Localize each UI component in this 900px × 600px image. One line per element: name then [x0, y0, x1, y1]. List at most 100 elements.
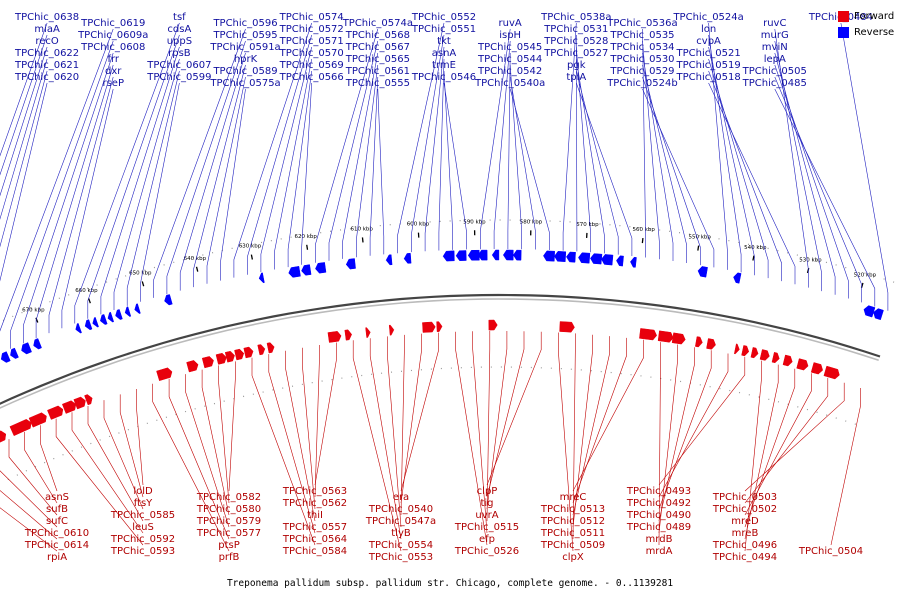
forward-gene — [388, 324, 395, 336]
leader-line — [830, 388, 861, 546]
reverse-gene-label: rseP — [102, 78, 124, 89]
leader-line — [708, 46, 755, 276]
leader-line — [658, 356, 746, 486]
forward-gene — [266, 342, 275, 354]
leader-line — [314, 28, 379, 263]
reverse-gene-label: TPChic_0540a — [474, 78, 545, 89]
leader-line — [119, 394, 144, 498]
scale-tick-label: 600 kbp — [407, 222, 430, 228]
leader-line — [642, 40, 660, 260]
leader-line — [179, 52, 246, 291]
legend-forward-label: Forward — [854, 10, 895, 22]
scale-tick-label: 530 kbp — [799, 257, 822, 263]
forward-gene-label: asnS — [45, 492, 69, 503]
forward-gene-label: sufB — [46, 504, 68, 515]
scale-tick-label: 610 kbp — [350, 227, 373, 233]
forward-gene-label: TPChic_0593 — [110, 546, 175, 557]
reverse-gene-label: TPChic_0574 — [279, 12, 344, 23]
leader-line — [153, 28, 246, 298]
leader-line — [0, 507, 58, 552]
reverse-gene-label: TPChic_0555 — [345, 78, 410, 89]
forward-gene-label: TPChic_0540 — [368, 504, 433, 515]
forward-gene-label: TPChic_0489 — [626, 522, 691, 533]
reverse-gene-label: TPChic_0572 — [279, 24, 344, 35]
reverse-gene — [315, 262, 327, 274]
leader-line — [572, 336, 610, 516]
reverse-gene — [455, 250, 467, 261]
forward-gene-label: mreB — [732, 528, 759, 539]
reverse-gene-label: TPChic_0620 — [14, 72, 79, 83]
forward-gene — [796, 358, 809, 371]
reverse-gene — [477, 249, 488, 261]
label-leader-lines — [0, 22, 889, 552]
reverse-gene-label: cvpA — [696, 36, 721, 47]
leader-line — [443, 82, 467, 250]
forward-gene-label: TPChic_0577 — [196, 528, 261, 539]
leader-line — [0, 22, 48, 157]
leader-line — [152, 383, 230, 552]
reverse-gene — [491, 249, 500, 261]
forward-gene-label: efp — [479, 534, 495, 545]
leader-line — [0, 490, 58, 540]
leader-line — [744, 382, 845, 492]
leader-line — [74, 22, 180, 324]
leader-line — [576, 82, 633, 256]
forward-gene — [73, 396, 86, 410]
scale-tick-label: 670 kbp — [22, 307, 45, 313]
forward-gene — [422, 321, 436, 333]
scale-tick — [141, 281, 145, 287]
reverse-gene — [697, 266, 708, 278]
leader-line — [509, 76, 536, 250]
leader-line — [708, 58, 769, 279]
forward-gene-label: clpP — [477, 486, 498, 497]
scale-tick-label: 660 kbp — [75, 288, 98, 294]
forward-gene-label: TPChic_0580 — [196, 504, 261, 515]
forward-gene — [488, 319, 498, 331]
forward-gene — [559, 321, 575, 333]
leader-line — [268, 354, 316, 534]
forward-gene-label: ptsP — [218, 540, 240, 551]
forward-gene-label: TPChic_0513 — [540, 504, 605, 515]
forward-gene-label: TPChic_0554 — [368, 540, 433, 551]
leader-line — [443, 70, 454, 250]
reverse-gene-label: TPChic_0505 — [742, 66, 807, 77]
leader-line — [0, 70, 48, 248]
map-caption: Treponema pallidum subsp. pallidum str. … — [226, 578, 674, 589]
scale-tick-label: 550 kbp — [689, 235, 712, 241]
reverse-gene-label: ispH — [499, 30, 521, 41]
reverse-gene — [503, 249, 514, 261]
reverse-gene-label: TPChic_0568 — [345, 30, 410, 41]
forward-gene-label: TPChic_0562 — [282, 498, 347, 509]
leader-line — [35, 64, 114, 339]
reverse-gene-label: ruvA — [499, 18, 522, 29]
forward-gene-label: TPChic_0496 — [712, 540, 777, 551]
reverse-gene — [512, 249, 522, 261]
reverse-gene-label: TPChic_0607 — [146, 60, 211, 71]
leader-line — [193, 64, 246, 288]
leader-line — [87, 34, 180, 319]
reverse-gene-label: TPChic_0608 — [80, 42, 145, 53]
leader-line — [302, 347, 316, 510]
leader-line — [314, 345, 320, 498]
reverse-gene — [385, 254, 393, 266]
scale-tick-label: 540 kbp — [744, 245, 767, 251]
reverse-gene-label: TPChic_0542 — [477, 66, 542, 77]
leader-line — [400, 332, 439, 492]
reverse-gene-label: tsf — [173, 12, 186, 23]
leader-line — [424, 46, 445, 252]
forward-gene-label: TPChic_0557 — [282, 522, 347, 533]
leader-line — [557, 332, 574, 552]
reverse-gene — [863, 305, 876, 318]
leader-line — [206, 76, 246, 284]
scale-tick — [306, 244, 309, 250]
leader-line — [100, 46, 180, 315]
scale-tick — [752, 255, 755, 261]
reverse-gene-label: TPChic_0535 — [609, 30, 674, 41]
leader-line — [71, 412, 144, 534]
leader-line — [328, 40, 379, 261]
reverse-gene — [258, 272, 265, 284]
reverse-gene-label: TPChic_0569 — [279, 60, 344, 71]
leader-line — [486, 331, 508, 510]
leader-line — [708, 34, 742, 273]
